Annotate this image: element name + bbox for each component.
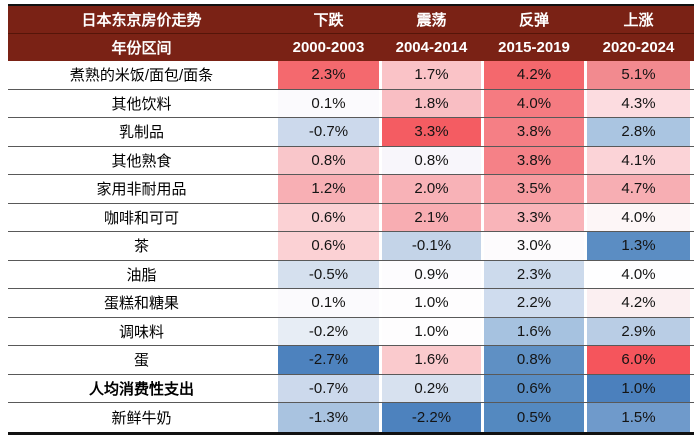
table-row: 蛋糕和糖果 0.1% 1.0% 2.2% 4.2% bbox=[8, 289, 694, 318]
heatmap-cell: -2.2% bbox=[382, 403, 481, 432]
heatmap-cell: 1.5% bbox=[587, 403, 690, 432]
heatmap-cell: 4.2% bbox=[587, 289, 690, 317]
table-row: 油脂 -0.5% 0.9% 2.3% 4.0% bbox=[8, 260, 694, 289]
row-label: 乳制品 bbox=[118, 124, 164, 142]
heatmap-cell: 6.0% bbox=[587, 346, 690, 374]
row-label: 人均消费性支出 bbox=[88, 380, 194, 398]
heatmap-cell: 1.8% bbox=[382, 89, 481, 117]
header-trend-decline: 下跌 bbox=[313, 12, 344, 29]
heatmap-cell: 0.1% bbox=[278, 289, 379, 317]
table-row: 新鲜牛奶 -1.3% -2.2% 0.5% 1.5% bbox=[8, 403, 694, 432]
header-period-1: 2000-2003 bbox=[292, 39, 365, 56]
row-label: 调味料 bbox=[118, 323, 164, 341]
table-header: 日本东京房价走势 下跌 震荡 反弹 上涨 年份区间 2000-2003 2004… bbox=[8, 6, 694, 61]
heatmap-cell: 1.7% bbox=[382, 61, 481, 89]
heatmap-cell: 4.2% bbox=[484, 61, 584, 89]
header-trend-rise: 上涨 bbox=[623, 12, 654, 29]
heatmap-cell: 0.6% bbox=[484, 374, 584, 402]
row-label: 新鲜牛奶 bbox=[111, 409, 172, 427]
row-label: 蛋 bbox=[133, 352, 149, 370]
heatmap-cell: -2.7% bbox=[278, 346, 379, 374]
header-period-3: 2015-2019 bbox=[498, 39, 570, 56]
header-period-2: 2004-2014 bbox=[395, 39, 468, 56]
heatmap-cell: 0.8% bbox=[278, 146, 379, 174]
heatmap-cell: 0.6% bbox=[278, 203, 379, 231]
heatmap-cell: 2.2% bbox=[484, 289, 584, 317]
top-rule bbox=[8, 4, 694, 6]
table-row: 咖啡和可可 0.6% 2.1% 3.3% 4.0% bbox=[8, 203, 694, 232]
heatmap-cell: 2.0% bbox=[382, 175, 481, 203]
table-row: 家用非耐用品 1.2% 2.0% 3.5% 4.7% bbox=[8, 175, 694, 204]
bottom-rule bbox=[8, 431, 694, 435]
row-label: 其他熟食 bbox=[111, 152, 172, 170]
heatmap-cell: 0.6% bbox=[278, 232, 379, 260]
table-title: 日本东京房价走势 bbox=[81, 12, 202, 29]
row-label: 家用非耐用品 bbox=[96, 181, 187, 199]
heatmap-cell: 1.3% bbox=[587, 232, 690, 260]
heatmap-cell: 4.7% bbox=[587, 175, 690, 203]
heatmap-cell: 2.1% bbox=[382, 203, 481, 231]
heatmap-cell: 1.0% bbox=[382, 317, 481, 345]
heatmap-cell: 3.3% bbox=[382, 118, 481, 146]
heatmap-cell: 2.9% bbox=[587, 317, 690, 345]
heatmap-cell: 3.0% bbox=[484, 232, 584, 260]
heatmap-cell: 0.9% bbox=[382, 260, 481, 288]
heatmap-cell: 1.6% bbox=[382, 346, 481, 374]
heatmap-cell: -1.3% bbox=[278, 403, 379, 432]
table-row: 其他熟食 0.8% 0.8% 3.8% 4.1% bbox=[8, 146, 694, 175]
table-row: 乳制品 -0.7% 3.3% 3.8% 2.8% bbox=[8, 118, 694, 147]
heatmap-table-figure: 日本东京房价走势 下跌 震荡 反弹 上涨 年份区间 2000-2003 2004… bbox=[8, 4, 694, 435]
header-period-row: 年份区间 2000-2003 2004-2014 2015-2019 2020-… bbox=[8, 34, 694, 61]
header-trend-oscillation: 震荡 bbox=[416, 12, 447, 29]
heatmap-cell: -0.7% bbox=[278, 118, 379, 146]
row-label: 茶 bbox=[133, 238, 149, 256]
heatmap-cell: 3.5% bbox=[484, 175, 584, 203]
row-label: 咖啡和可可 bbox=[103, 209, 179, 227]
table-row: 人均消费性支出 -0.7% 0.2% 0.6% 1.0% bbox=[8, 374, 694, 403]
heatmap-cell: 4.0% bbox=[587, 260, 690, 288]
header-trend-row: 日本东京房价走势 下跌 震荡 反弹 上涨 bbox=[8, 6, 694, 34]
row-label: 其他饮料 bbox=[111, 95, 172, 113]
row-label: 油脂 bbox=[126, 266, 157, 284]
heatmap-cell: 2.8% bbox=[587, 118, 690, 146]
heatmap-cell: 2.3% bbox=[484, 260, 584, 288]
heatmap-cell: 0.8% bbox=[382, 146, 481, 174]
heatmap-cell: 4.0% bbox=[484, 89, 584, 117]
table-row: 煮熟的米饭/面包/面条 2.3% 1.7% 4.2% 5.1% bbox=[8, 61, 694, 90]
heatmap-cell: 3.3% bbox=[484, 203, 584, 231]
heatmap-cell: 0.5% bbox=[484, 403, 584, 432]
heatmap-cell: -0.5% bbox=[278, 260, 379, 288]
row-header-label: 年份区间 bbox=[111, 40, 172, 57]
heatmap-cell: 4.3% bbox=[587, 89, 690, 117]
heatmap-cell: 3.8% bbox=[484, 118, 584, 146]
heatmap-cell: 1.6% bbox=[484, 317, 584, 345]
row-label: 煮熟的米饭/面包/面条 bbox=[69, 67, 214, 85]
table-row: 蛋 -2.7% 1.6% 0.8% 6.0% bbox=[8, 346, 694, 375]
heatmap-cell: -0.2% bbox=[278, 317, 379, 345]
table-body: 煮熟的米饭/面包/面条 2.3% 1.7% 4.2% 5.1% 其他饮料 0.1% 1.8% 4… bbox=[8, 61, 694, 432]
heatmap-cell: -0.1% bbox=[382, 232, 481, 260]
heatmap-cell: 5.1% bbox=[587, 61, 690, 89]
heatmap-cell: 2.3% bbox=[278, 61, 379, 89]
heatmap-cell: 0.1% bbox=[278, 89, 379, 117]
heatmap-cell: 1.0% bbox=[587, 374, 690, 402]
table-row: 调味料 -0.2% 1.0% 1.6% 2.9% bbox=[8, 317, 694, 346]
heatmap-cell: 1.0% bbox=[382, 289, 481, 317]
table-row: 茶 0.6% -0.1% 3.0% 1.3% bbox=[8, 232, 694, 261]
row-label: 蛋糕和糖果 bbox=[103, 295, 179, 313]
heatmap-cell: -0.7% bbox=[278, 374, 379, 402]
heatmap-cell: 0.2% bbox=[382, 374, 481, 402]
heatmap-cell: 4.1% bbox=[587, 146, 690, 174]
table-row: 其他饮料 0.1% 1.8% 4.0% 4.3% bbox=[8, 89, 694, 118]
heatmap-cell: 4.0% bbox=[587, 203, 690, 231]
heatmap-cell: 3.8% bbox=[484, 146, 584, 174]
header-period-4: 2020-2024 bbox=[602, 39, 675, 56]
header-trend-rebound: 反弹 bbox=[518, 12, 549, 29]
heatmap-cell: 0.8% bbox=[484, 346, 584, 374]
heatmap-cell: 1.2% bbox=[278, 175, 379, 203]
